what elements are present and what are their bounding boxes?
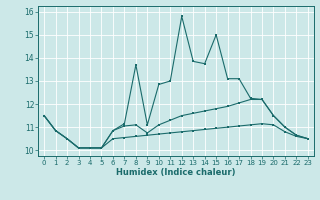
X-axis label: Humidex (Indice chaleur): Humidex (Indice chaleur) [116, 168, 236, 177]
